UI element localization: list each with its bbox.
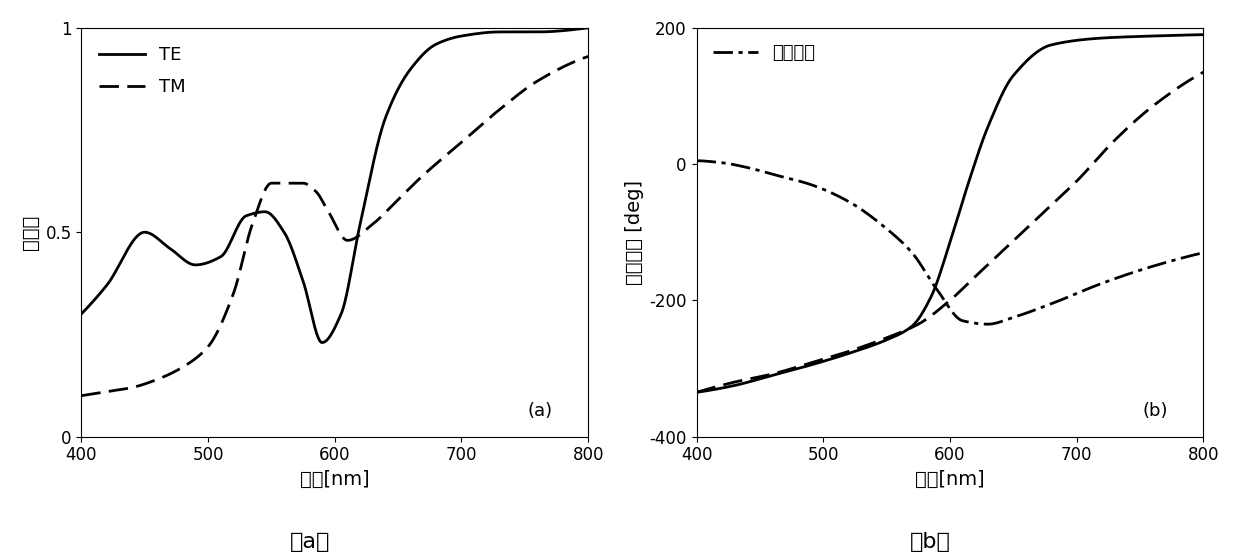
- X-axis label: 波长[nm]: 波长[nm]: [915, 470, 985, 489]
- Legend: 相位延迟: 相位延迟: [706, 37, 822, 69]
- TE: [315, 339, 330, 346]
- TM: [105, 387, 120, 394]
- Y-axis label: 透射率: 透射率: [21, 214, 40, 250]
- Text: (b): (b): [1142, 402, 1168, 420]
- TM: [397, 190, 412, 197]
- Text: (a): (a): [527, 402, 553, 420]
- TM: [382, 206, 397, 212]
- TE: [580, 24, 595, 31]
- TM: [459, 135, 474, 142]
- TE: [382, 104, 397, 111]
- TE: [368, 146, 383, 153]
- TE: [74, 311, 89, 317]
- Legend: TE, TM: TE, TM: [91, 37, 195, 105]
- X-axis label: 波长[nm]: 波长[nm]: [300, 470, 370, 489]
- TE: [511, 29, 526, 35]
- TE: [398, 74, 413, 80]
- TM: [74, 392, 89, 399]
- Y-axis label: 相位变变 [deg]: 相位变变 [deg]: [625, 179, 644, 285]
- Text: （b）: （b）: [910, 532, 950, 552]
- TM: [368, 218, 383, 225]
- TM: [511, 91, 526, 98]
- Line: TE: TE: [82, 28, 588, 342]
- TE: [459, 32, 474, 39]
- TE: [105, 274, 120, 280]
- Text: （a）: （a）: [290, 532, 330, 552]
- Line: TM: TM: [82, 57, 588, 396]
- TM: [580, 53, 595, 60]
